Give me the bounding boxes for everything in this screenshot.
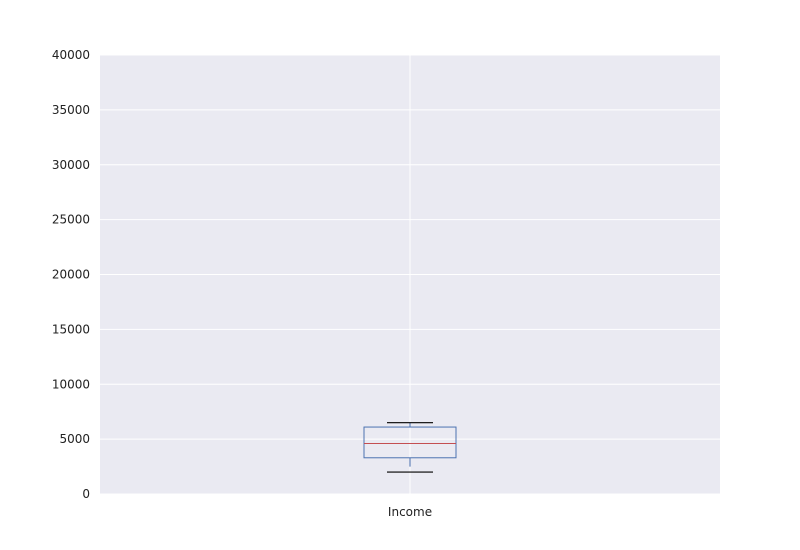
x-axis-ticks: Income <box>388 505 432 519</box>
y-tick-label: 0 <box>82 487 90 501</box>
x-tick-label: Income <box>388 505 432 519</box>
box-iqr <box>363 426 457 459</box>
y-tick-label: 10000 <box>52 377 90 391</box>
y-tick-label: 30000 <box>52 158 90 172</box>
boxplot <box>363 422 457 473</box>
y-tick-label: 5000 <box>59 432 90 446</box>
y-tick-label: 15000 <box>52 322 90 336</box>
y-tick-label: 20000 <box>52 268 90 282</box>
y-tick-label: 25000 <box>52 213 90 227</box>
y-tick-label: 35000 <box>52 103 90 117</box>
grid <box>100 54 720 495</box>
y-tick-label: 40000 <box>52 48 90 62</box>
y-axis-ticks: 0 5000 10000 15000 20000 25000 30000 35000 40000 <box>52 48 90 501</box>
